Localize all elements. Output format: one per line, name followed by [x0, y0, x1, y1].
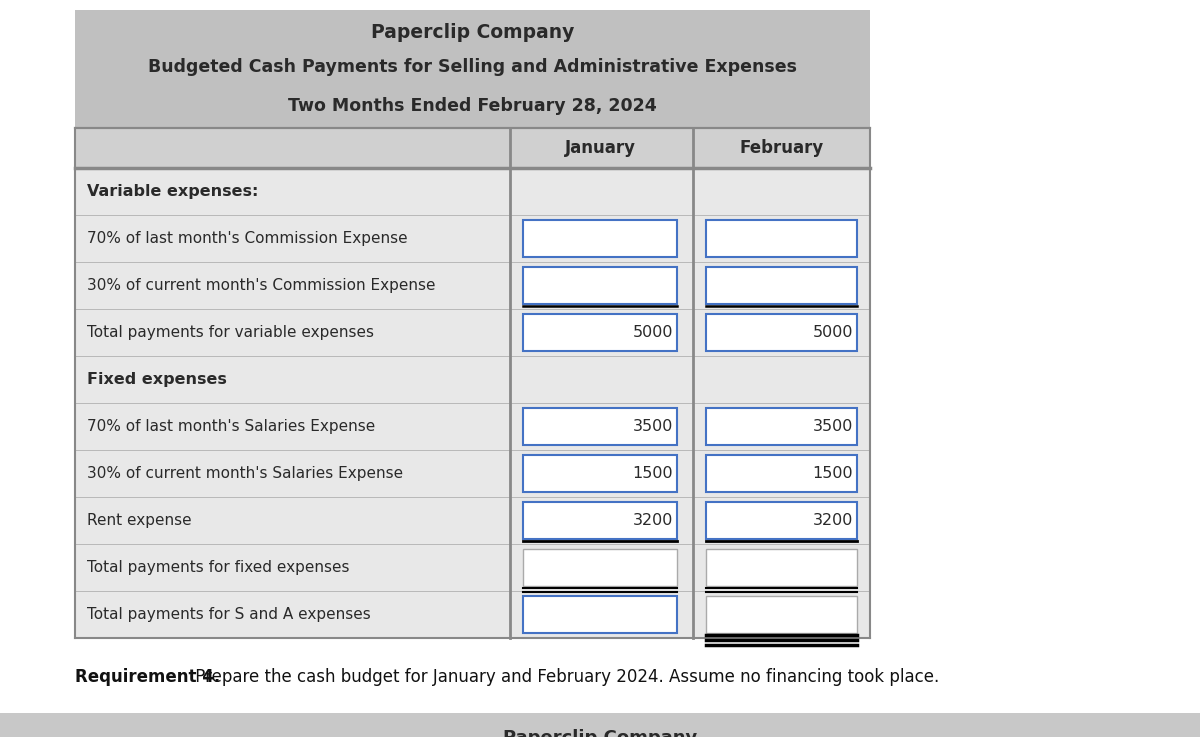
Text: 3500: 3500 [632, 419, 673, 434]
Bar [706, 220, 857, 257]
Text: January: January [564, 139, 636, 157]
Bar [74, 215, 870, 262]
Text: Total payments for fixed expenses: Total payments for fixed expenses [88, 560, 349, 575]
Bar [706, 314, 857, 351]
Text: Two Months Ended February 28, 2024: Two Months Ended February 28, 2024 [288, 97, 656, 115]
Text: Total payments for variable expenses: Total payments for variable expenses [88, 325, 374, 340]
Text: Rent expense: Rent expense [88, 513, 192, 528]
Bar [706, 267, 857, 304]
Bar [706, 549, 857, 586]
Bar [523, 502, 677, 539]
Text: Prepare the cash budget for January and February 2024. Assume no financing took : Prepare the cash budget for January and … [190, 668, 940, 686]
Bar [74, 544, 870, 591]
Bar [74, 10, 870, 128]
Bar [74, 262, 870, 309]
Bar [523, 455, 677, 492]
Bar [74, 450, 870, 497]
Text: Budgeted Cash Payments for Selling and Administrative Expenses: Budgeted Cash Payments for Selling and A… [148, 58, 797, 76]
Bar [706, 408, 857, 445]
Text: 5000: 5000 [632, 325, 673, 340]
Bar [74, 591, 870, 638]
Bar [706, 502, 857, 539]
Text: 1500: 1500 [632, 466, 673, 481]
Text: February: February [739, 139, 823, 157]
Text: 3200: 3200 [812, 513, 853, 528]
Bar [74, 356, 870, 403]
Text: Variable expenses:: Variable expenses: [88, 184, 258, 199]
Text: Requirement 4.: Requirement 4. [74, 668, 221, 686]
Text: Paperclip Company: Paperclip Company [371, 23, 574, 41]
Bar [74, 168, 870, 215]
Text: Paperclip Company: Paperclip Company [503, 729, 697, 737]
Text: Fixed expenses: Fixed expenses [88, 372, 227, 387]
Bar [706, 455, 857, 492]
Bar [523, 314, 677, 351]
Bar [523, 220, 677, 257]
Text: 3500: 3500 [812, 419, 853, 434]
Text: Total payments for S and A expenses: Total payments for S and A expenses [88, 607, 371, 622]
Bar [706, 596, 857, 633]
Text: 1500: 1500 [812, 466, 853, 481]
Text: 30% of current month's Salaries Expense: 30% of current month's Salaries Expense [88, 466, 403, 481]
Text: 70% of last month's Commission Expense: 70% of last month's Commission Expense [88, 231, 408, 246]
Text: 30% of current month's Commission Expense: 30% of current month's Commission Expens… [88, 278, 436, 293]
Bar [523, 267, 677, 304]
Bar [74, 128, 870, 168]
Text: 3200: 3200 [632, 513, 673, 528]
Bar [74, 497, 870, 544]
Text: 5000: 5000 [812, 325, 853, 340]
Bar [0, 713, 1200, 737]
Bar [523, 549, 677, 586]
Bar [74, 309, 870, 356]
Bar [523, 408, 677, 445]
Bar [523, 596, 677, 633]
Text: 70% of last month's Salaries Expense: 70% of last month's Salaries Expense [88, 419, 376, 434]
Bar [74, 403, 870, 450]
